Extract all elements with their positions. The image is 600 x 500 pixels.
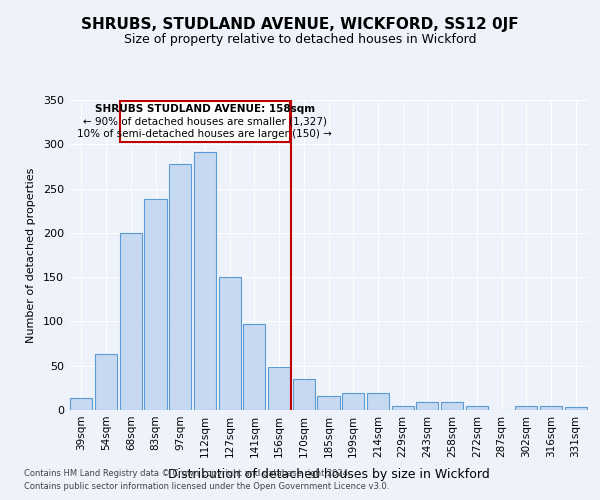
Bar: [367, 393, 389, 410]
Bar: [268, 366, 290, 410]
Bar: [70, 398, 92, 410]
Text: SHRUBS, STUDLAND AVENUE, WICKFORD, SS12 0JF: SHRUBS, STUDLAND AVENUE, WICKFORD, SS12 …: [81, 18, 519, 32]
Bar: [317, 396, 340, 410]
Bar: [565, 408, 587, 410]
Bar: [218, 277, 241, 410]
Bar: [392, 406, 414, 410]
Bar: [342, 393, 364, 410]
Bar: [169, 164, 191, 410]
Text: ← 90% of detached houses are smaller (1,327): ← 90% of detached houses are smaller (1,…: [83, 116, 327, 126]
Bar: [416, 402, 439, 410]
Bar: [466, 406, 488, 410]
Bar: [441, 402, 463, 410]
Text: Contains HM Land Registry data © Crown copyright and database right 2024.: Contains HM Land Registry data © Crown c…: [24, 468, 350, 477]
X-axis label: Distribution of detached houses by size in Wickford: Distribution of detached houses by size …: [167, 468, 490, 481]
FancyBboxPatch shape: [119, 101, 290, 141]
Bar: [119, 233, 142, 410]
Text: SHRUBS STUDLAND AVENUE: 158sqm: SHRUBS STUDLAND AVENUE: 158sqm: [95, 104, 315, 114]
Bar: [540, 406, 562, 410]
Text: 10% of semi-detached houses are larger (150) →: 10% of semi-detached houses are larger (…: [77, 129, 332, 139]
Text: Size of property relative to detached houses in Wickford: Size of property relative to detached ho…: [124, 32, 476, 46]
Y-axis label: Number of detached properties: Number of detached properties: [26, 168, 36, 342]
Text: Contains public sector information licensed under the Open Government Licence v3: Contains public sector information licen…: [24, 482, 389, 491]
Bar: [194, 152, 216, 410]
Bar: [145, 199, 167, 410]
Bar: [515, 406, 538, 410]
Bar: [243, 324, 265, 410]
Bar: [95, 354, 117, 410]
Bar: [293, 379, 315, 410]
